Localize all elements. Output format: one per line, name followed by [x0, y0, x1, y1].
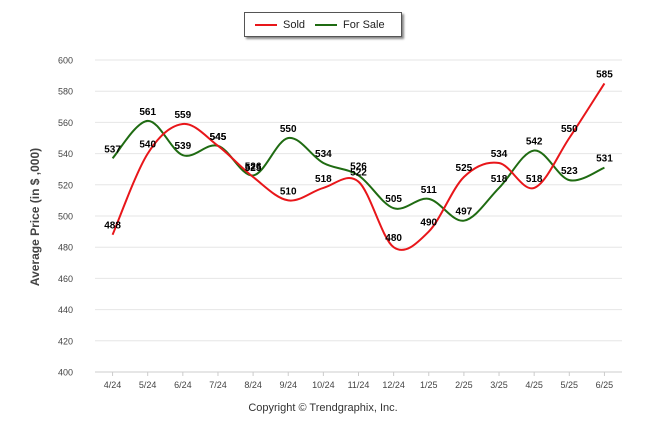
data-label-for-sale: 561	[139, 107, 156, 118]
data-label-for-sale: 505	[385, 194, 402, 205]
data-label-for-sale: 542	[526, 136, 543, 147]
y-tick-label: 560	[58, 118, 73, 128]
x-tick-label: 12/24	[382, 380, 405, 390]
y-tick-label: 520	[58, 180, 73, 190]
data-label-for-sale: 526	[245, 161, 262, 172]
data-label-for-sale: 511	[421, 185, 438, 196]
data-label-for-sale: 526	[350, 161, 367, 172]
y-tick-label: 580	[58, 87, 73, 97]
data-label-sold: 525	[456, 163, 473, 174]
data-label-for-sale: 497	[456, 207, 473, 218]
data-label-for-sale: 545	[210, 132, 227, 143]
legend-swatch-for-sale	[315, 23, 338, 26]
legend-label-for-sale: For Sale	[343, 18, 385, 31]
data-label-sold: 545	[210, 132, 227, 143]
legend: Sold For Sale	[244, 12, 402, 37]
data-label-for-sale: 534	[315, 149, 332, 160]
data-label-sold: 559	[174, 110, 191, 121]
y-tick-label: 480	[58, 243, 73, 253]
x-tick-label: 6/24	[174, 380, 192, 390]
data-label-sold: 585	[596, 69, 613, 80]
legend-label-sold: Sold	[283, 18, 306, 31]
y-tick-label: 540	[58, 149, 73, 159]
legend-item-for-sale: For Sale	[315, 19, 385, 31]
y-tick-label: 460	[58, 274, 73, 284]
x-tick-label: 11/24	[348, 380, 370, 390]
y-tick-label: 400	[58, 368, 73, 378]
data-label-for-sale: 539	[174, 141, 191, 152]
x-tick-label: 4/25	[525, 380, 543, 390]
x-tick-label: 9/24	[279, 380, 297, 390]
data-label-for-sale: 531	[596, 154, 613, 165]
x-tick-label: 4/24	[104, 380, 122, 390]
x-tick-label: 2/25	[455, 380, 473, 390]
x-tick-label: 6/25	[596, 380, 614, 390]
y-tick-label: 420	[58, 336, 73, 346]
legend-item-sold: Sold	[255, 19, 305, 31]
x-tick-label: 10/24	[312, 380, 335, 390]
data-label-sold: 522	[350, 168, 367, 179]
data-label-sold: 518	[526, 174, 543, 185]
data-label-sold: 480	[385, 233, 402, 244]
x-tick-label: 8/24	[244, 380, 262, 390]
data-label-for-sale: 518	[491, 174, 508, 185]
data-label-for-sale: 550	[280, 124, 297, 135]
x-tick-label: 7/24	[209, 380, 227, 390]
series-line-for-sale	[111, 119, 605, 222]
y-tick-label: 500	[58, 212, 73, 222]
x-tick-label: 5/24	[139, 380, 157, 390]
y-tick-label: 440	[58, 305, 73, 315]
data-label-sold: 525	[245, 163, 262, 174]
x-tick-label: 1/25	[420, 380, 438, 390]
data-label-sold: 540	[139, 140, 156, 151]
data-label-sold: 518	[315, 174, 332, 185]
data-label-sold: 510	[280, 186, 297, 197]
legend-swatch-sold	[255, 23, 277, 26]
data-label-sold: 488	[104, 221, 121, 232]
data-label-for-sale: 523	[561, 166, 578, 177]
data-label-sold: 534	[491, 149, 508, 160]
copyright-credit: Copyright © Trendgraphix, Inc.	[248, 402, 398, 414]
data-label-for-sale: 537	[104, 144, 121, 155]
x-tick-label: 5/25	[561, 380, 579, 390]
x-tick-label: 3/25	[490, 380, 508, 390]
y-tick-label: 600	[58, 56, 73, 66]
series-line-sold	[111, 82, 606, 251]
data-label-sold: 490	[420, 218, 437, 229]
data-label-sold: 550	[561, 124, 578, 135]
